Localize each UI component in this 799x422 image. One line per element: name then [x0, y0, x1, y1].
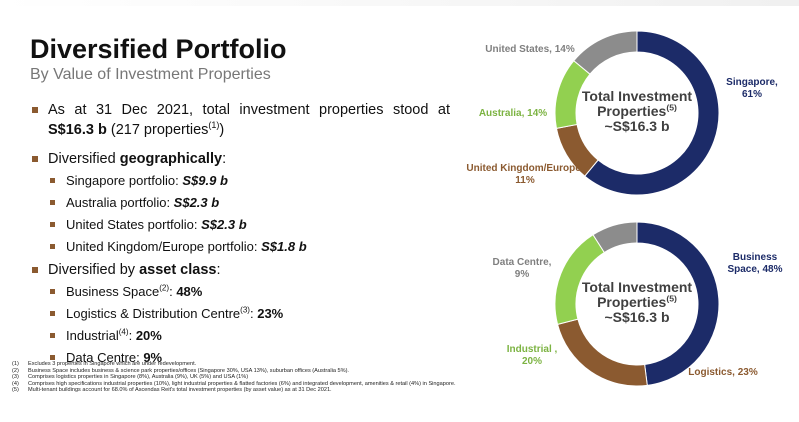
donut-segment: [584, 30, 720, 196]
donut-segment: [592, 221, 638, 254]
bullet-text: 9%: [143, 350, 163, 365]
bullet-text: geographically: [119, 151, 223, 167]
data-label: Logistics, 23%: [688, 367, 758, 378]
bullet-list: As at 31 Dec 2021, total investment prop…: [30, 96, 450, 371]
title: Diversified Portfolio: [30, 34, 287, 64]
data-label: Australia, 14%: [478, 108, 548, 119]
footnote-number: (2): [12, 367, 19, 374]
bullet-text: S$9.9 b: [182, 173, 228, 188]
bullet: Logistics & Distribution Centre(3): 23%: [30, 305, 450, 322]
bullet-text: Australia portfolio:: [66, 195, 174, 210]
data-label: Data Centre, 9%: [492, 257, 552, 280]
bullet-text: Industrial: [66, 328, 119, 343]
footnote-text: Multi-tenant buildings account for 68.0%…: [28, 387, 332, 394]
footnote-number: (4): [12, 380, 19, 387]
footnote: (1) Excludes 3 properties in Singapore wh…: [12, 361, 482, 368]
footnote: (5) Multi-tenant buildings account for 68…: [12, 387, 482, 394]
subtitle: By Value of Investment Properties: [30, 66, 271, 83]
center-value: ~S$16.3 b: [604, 309, 670, 325]
footnote: (2) Business Space includes business & sc…: [12, 368, 482, 375]
footnote-text: Comprises high specifications industrial…: [28, 380, 456, 387]
bullet-text: (1): [208, 120, 220, 131]
footnote: (3) Comprises logistics properties in Sin…: [12, 374, 482, 381]
bullet-text: S$2.3 b: [173, 195, 220, 210]
footnote-number: (1): [12, 361, 19, 367]
bullet-text: Logistics & Distribution Centre: [66, 306, 241, 321]
bullet-text: :: [128, 328, 136, 343]
data-label: United Kingdom/Europe, 11%: [466, 163, 584, 186]
center-value: ~S$16.3 b: [604, 118, 670, 134]
footnotes: (1) Excludes 3 properties in Singapore wh…: [12, 361, 482, 394]
data-label: Business Space, 48%: [727, 252, 783, 275]
bullet-text: :: [169, 284, 177, 299]
bullet-text: Diversified by: [48, 262, 140, 278]
data-label: Industrial , 20%: [506, 344, 558, 367]
bullet-text: 48%: [176, 284, 203, 299]
donut-segment: [556, 318, 648, 387]
bullet: Diversified geographically:: [30, 149, 450, 169]
bullet-text: S$2.3 b: [201, 217, 247, 232]
donut-segment: [573, 30, 638, 75]
bullet-text: :: [216, 262, 221, 278]
bullet-text: Diversified: [48, 151, 120, 167]
bullet: Data Centre: 9%: [30, 349, 450, 366]
bullet-text: (4): [118, 327, 129, 337]
bullet: Singapore portfolio: S$9.9 b: [30, 172, 450, 189]
bullet: Business Space(2): 48%: [30, 283, 450, 300]
center-title: Total Investment Properties: [581, 279, 693, 310]
footnote-text: Excludes 3 properties in Singapore which…: [28, 361, 197, 367]
footnote-text: Business Space includes business & scien…: [28, 367, 349, 374]
bullet-text: S$16.3 b: [48, 122, 107, 138]
bullet: Diversified by asset class:: [30, 260, 450, 280]
bullet-text: Singapore portfolio:: [66, 173, 183, 188]
bullet-text: ): [219, 122, 225, 138]
center-sup: (5): [666, 102, 677, 113]
bullet-text: S$1.8 b: [261, 239, 307, 254]
bullet-text: 20%: [135, 328, 162, 343]
footnote: (4) Comprises high specifications industr…: [12, 381, 482, 388]
bullet: Industrial(4): 20%: [30, 327, 450, 344]
footnote-number: (3): [12, 374, 19, 381]
bullet: United Kingdom/Europe portfolio: S$1.8 b: [30, 238, 450, 255]
data-label: United States, 14%: [485, 44, 575, 55]
bullet-text: (3): [240, 305, 250, 315]
data-label: Singapore, 61%: [726, 77, 778, 100]
footnote-number: (5): [12, 387, 19, 394]
bullet-text: (217 properties: [106, 122, 209, 138]
bullet-text: (2): [159, 283, 170, 293]
footnote-text: Comprises logistics properties in Singap…: [28, 374, 249, 381]
center-sup: (5): [666, 293, 677, 304]
bullet-text: As at 31 Dec 2021, total investment prop…: [48, 102, 450, 118]
bullet-text: Business Space: [66, 284, 160, 299]
center-label: Total Investment Properties(5) ~S$16.3 b: [577, 280, 697, 325]
bullet-text: asset class: [139, 262, 217, 278]
bullet: As at 31 Dec 2021, total investment prop…: [30, 100, 450, 140]
bullet-text: Data Centre:: [66, 350, 144, 365]
center-title: Total Investment Properties: [581, 88, 693, 119]
bullet-text: 23%: [257, 306, 284, 321]
bullet-text: :: [249, 306, 258, 321]
bullet-text: :: [222, 151, 227, 167]
bullet-text: United States portfolio:: [66, 217, 202, 232]
bullet: United States portfolio: S$2.3 b: [30, 216, 450, 233]
top-bar: [0, 0, 799, 6]
bullet: Australia portfolio: S$2.3 b: [30, 194, 450, 211]
center-label: Total Investment Properties(5) ~S$16.3 b: [577, 89, 697, 134]
bullet-text: United Kingdom/Europe portfolio:: [66, 239, 262, 254]
